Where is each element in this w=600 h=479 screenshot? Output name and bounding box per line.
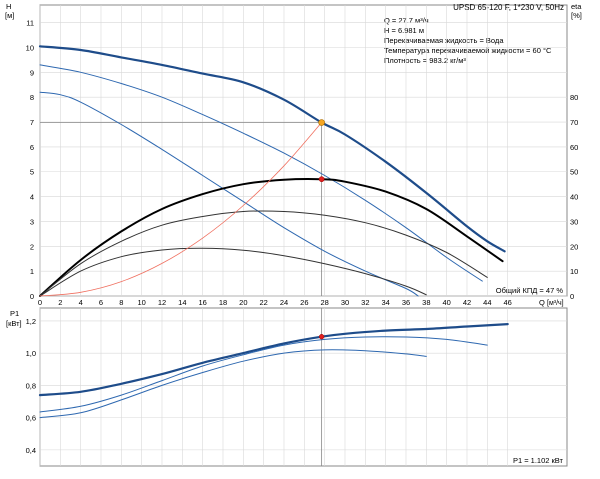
y2-tick-label: 10 — [570, 267, 578, 276]
power-tick-label: 0,4 — [26, 446, 36, 455]
y-tick-label: 10 — [26, 43, 34, 52]
x-tick-label: 4 — [79, 298, 83, 307]
y2-tick-label: 30 — [570, 217, 578, 226]
y2-tick-label: 0 — [570, 292, 574, 301]
power-tick-label: 1,0 — [26, 349, 36, 358]
info-line-temperature: Температура перекачиваемой жидкости = 60… — [384, 46, 552, 55]
x-tick-label: 42 — [463, 298, 471, 307]
x-tick-label: 14 — [178, 298, 186, 307]
y-tick-label: 9 — [30, 68, 34, 77]
efficiency-curve-3 — [39, 178, 504, 297]
x-tick-label: 40 — [442, 298, 450, 307]
power-curve-1 — [39, 336, 488, 413]
duty-point-head-marker — [318, 119, 325, 126]
x-tick-label: 18 — [219, 298, 227, 307]
x-tick-label: 10 — [137, 298, 145, 307]
y-tick-label: 3 — [30, 217, 34, 226]
upper-y-axis-label: H — [6, 2, 11, 11]
info-line-liquid: Перекачиваемая жидкость = Вода — [384, 36, 504, 45]
y-tick-label: 2 — [30, 242, 34, 251]
x-axis-unit: [м³/ч] — [547, 300, 564, 307]
lower-y-axis-label: P1 — [10, 309, 19, 318]
x-tick-label: 0 — [38, 298, 42, 307]
y2-tick-label: 70 — [570, 118, 578, 127]
y-tick-label: 6 — [30, 143, 34, 152]
efficiency-curve-5 — [39, 247, 427, 297]
x-tick-label: 30 — [341, 298, 349, 307]
info-line-q: Q = 27.7 м³/ч — [384, 16, 429, 25]
duty-point-power-marker — [318, 334, 325, 340]
x-tick-label: 8 — [119, 298, 123, 307]
duty-point-efficiency-marker — [318, 176, 325, 183]
power-annotation: P1 = 1.102 кВт — [513, 456, 564, 465]
x-tick-label: 38 — [422, 298, 430, 307]
right-y-axis-unit: [%] — [571, 11, 582, 20]
chart-title: UPSD 65-120 F, 1*230 V, 50Hz — [453, 3, 564, 12]
efficiency-annotation: Общий КПД = 47 % — [496, 286, 564, 295]
x-tick-label: 26 — [300, 298, 308, 307]
head-curve-1 — [39, 64, 483, 282]
head-curve-0 — [38, 45, 506, 253]
y-tick-label: 1 — [30, 267, 34, 276]
power-curve-0 — [38, 323, 509, 397]
x-tick-label: 46 — [503, 298, 511, 307]
y-tick-label: 8 — [30, 93, 34, 102]
x-tick-label: 34 — [381, 298, 389, 307]
x-tick-label: 22 — [259, 298, 267, 307]
right-y-axis-label: eta — [571, 2, 582, 11]
marker-layer — [318, 119, 325, 340]
x-tick-label: 44 — [483, 298, 491, 307]
y2-tick-label: 20 — [570, 242, 578, 251]
upper-y-axis-unit: [м] — [5, 11, 14, 20]
x-tick-label: 2 — [58, 298, 62, 307]
power-tick-label: 1,2 — [26, 317, 36, 326]
efficiency-curve-4 — [39, 210, 488, 297]
power-curve-2 — [39, 349, 427, 419]
lower-plot-frame — [39, 307, 568, 467]
x-axis-label: Q — [539, 298, 545, 307]
y2-tick-label: 40 — [570, 193, 578, 202]
y-tick-label: 5 — [30, 168, 34, 177]
tick-labels-layer: 0 2 4 6 8 10 12 14 16 18 20 22 24 26 28 30 32 34 36 38 40 42 4… — [26, 19, 579, 455]
x-tick-label: 16 — [198, 298, 206, 307]
power-tick-label: 0,8 — [26, 381, 36, 390]
x-tick-label: 24 — [280, 298, 288, 307]
x-tick-label: 6 — [99, 298, 103, 307]
lower-y-axis-unit: [кВт] — [6, 319, 22, 328]
y2-tick-label: 50 — [570, 168, 578, 177]
system-curve-6 — [39, 122, 322, 297]
y2-tick-label: 60 — [570, 143, 578, 152]
x-tick-label: 20 — [239, 298, 247, 307]
x-tick-label: 28 — [320, 298, 328, 307]
series-layer — [38, 45, 509, 419]
x-tick-label: 36 — [402, 298, 410, 307]
y-tick-label: 4 — [30, 193, 34, 202]
x-tick-label: 32 — [361, 298, 369, 307]
power-tick-label: 0,6 — [26, 414, 36, 423]
y-tick-label: 11 — [26, 19, 34, 28]
info-line-h: H = 6.981 м — [384, 26, 424, 35]
info-line-density: Плотность = 983.2 кг/м³ — [384, 56, 466, 65]
y-tick-label: 0 — [30, 292, 34, 301]
y-tick-label: 7 — [30, 118, 34, 127]
y2-tick-label: 80 — [570, 93, 578, 102]
x-tick-label: 12 — [158, 298, 166, 307]
grid-layer — [39, 5, 567, 466]
